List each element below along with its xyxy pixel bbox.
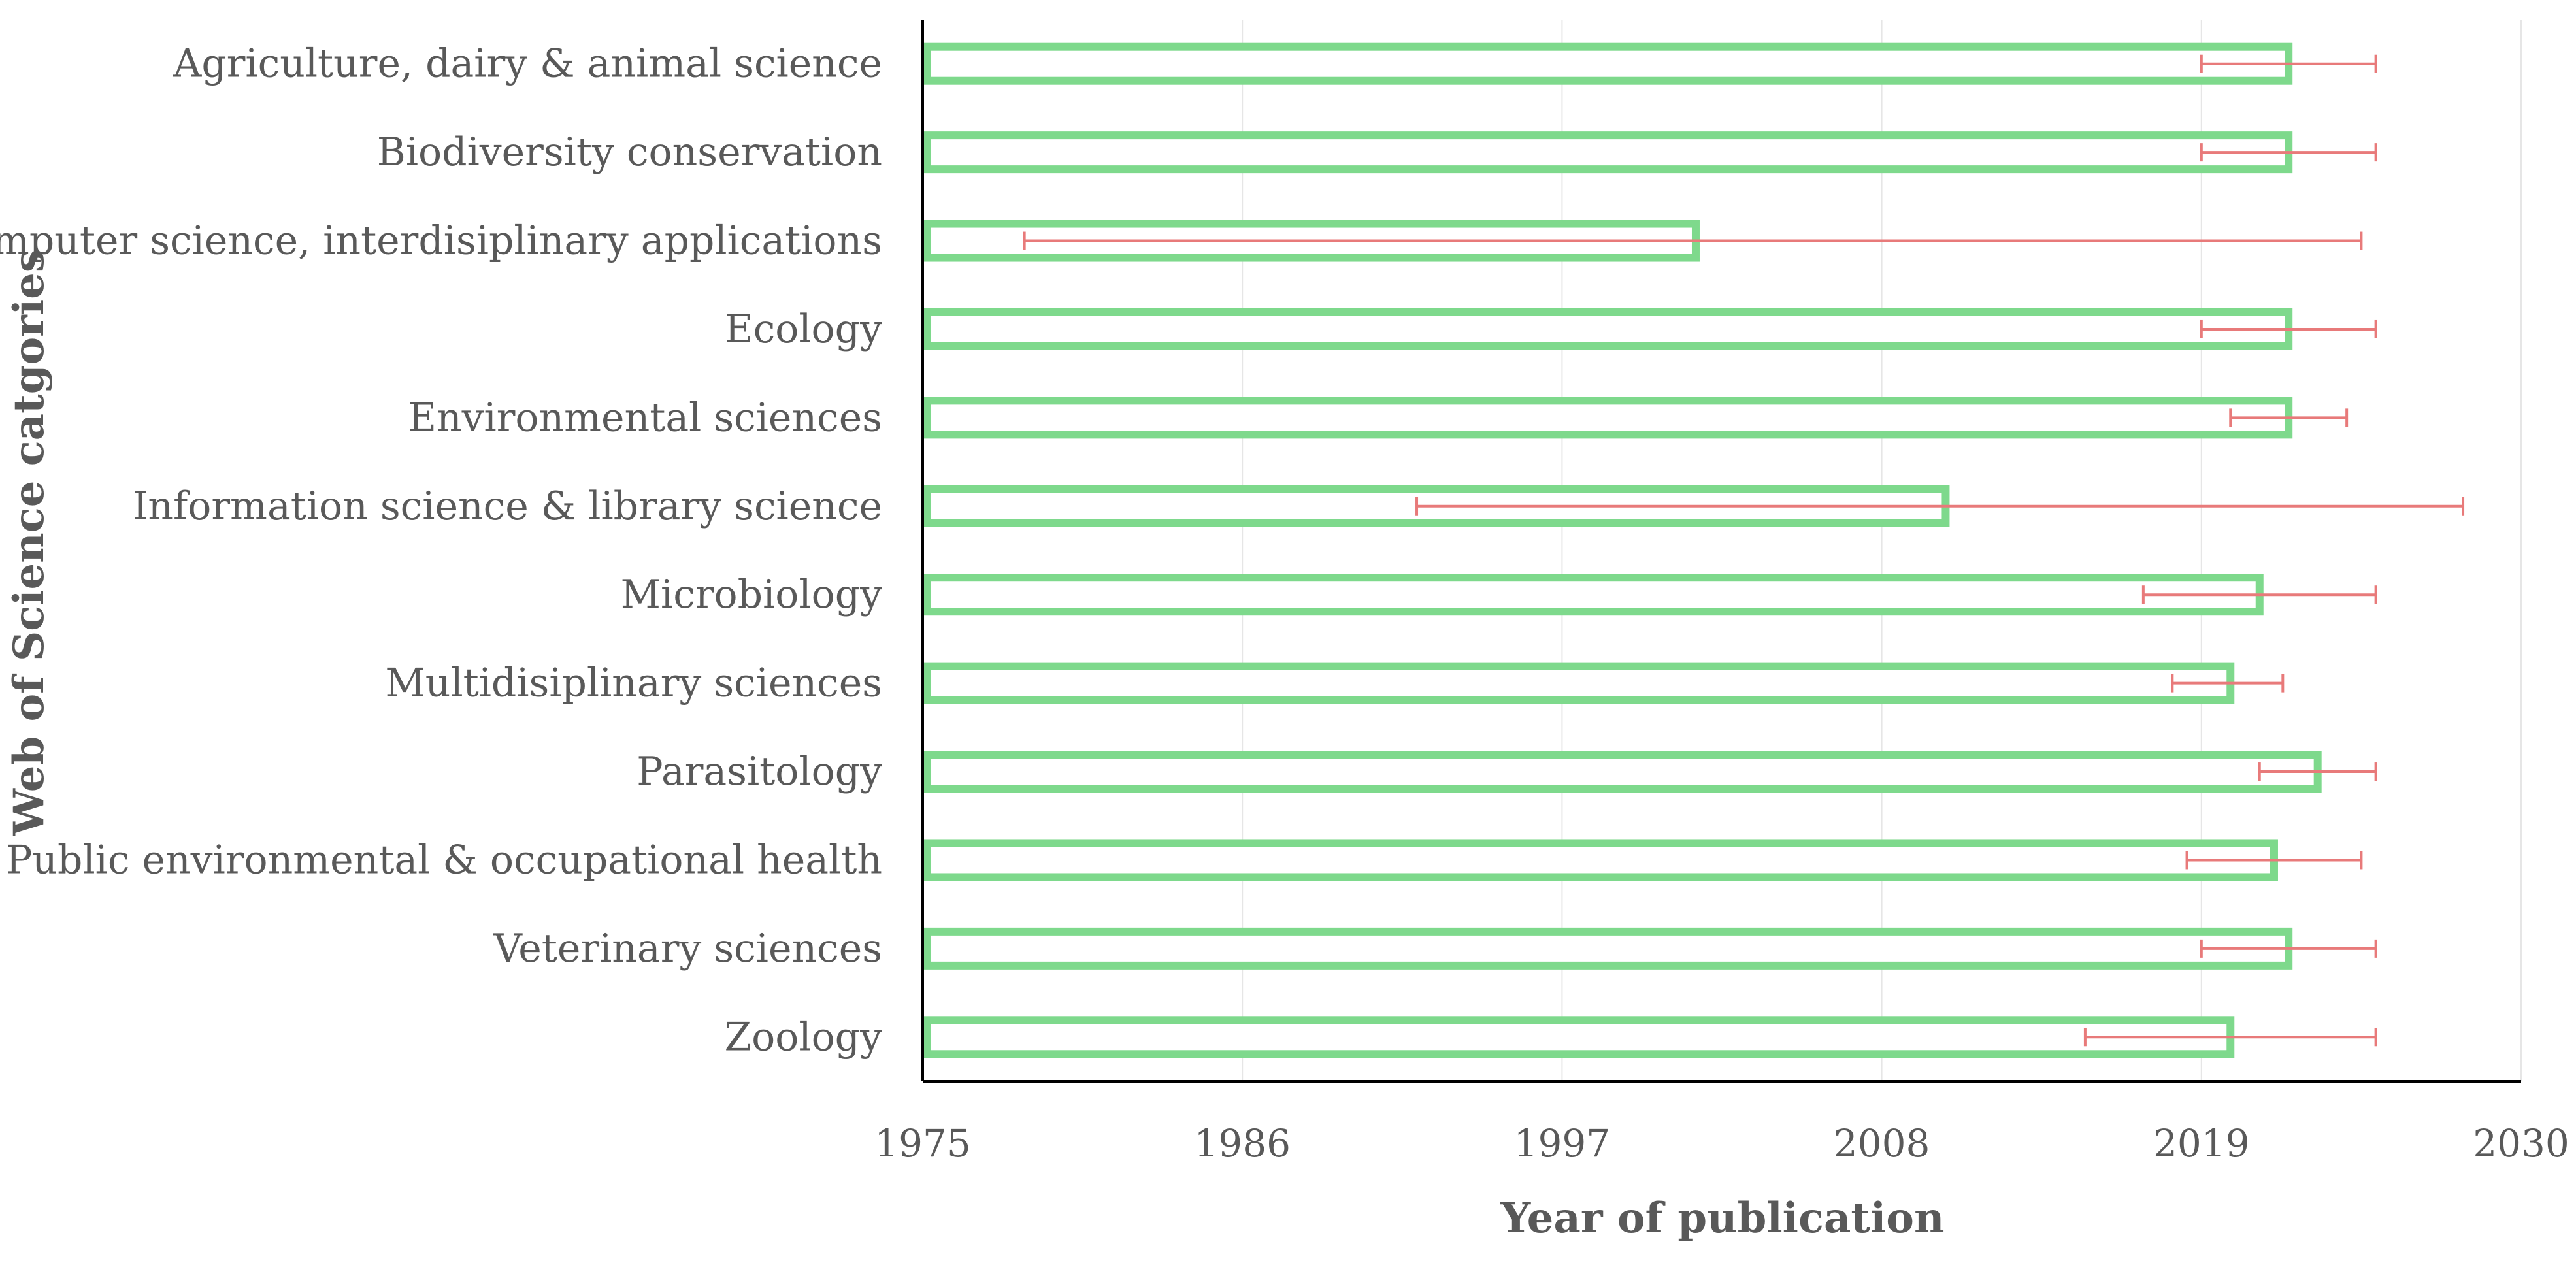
bar [923, 751, 2322, 793]
error-bar [2200, 54, 2377, 73]
category-label: Zoology [724, 1014, 882, 1060]
x-tick-label: 2008 [1834, 1121, 1930, 1166]
category-label: Microbiology [621, 572, 882, 617]
category-label: Agriculture, dairy & animal science [173, 41, 882, 87]
bar [923, 574, 2264, 616]
y-axis-title: Web of Science catgories [5, 249, 54, 836]
bars [923, 42, 2322, 1058]
error-bar [2141, 585, 2377, 604]
bar [923, 397, 2293, 439]
x-tick-label: 1997 [1514, 1121, 1611, 1166]
bar [923, 662, 2235, 704]
category-label: Multidisiplinary sciences [385, 661, 882, 706]
bar [923, 1016, 2235, 1058]
category-label: Computer science, interdisiplinary appli… [0, 218, 882, 264]
axes [921, 20, 2521, 1083]
error-bar [2171, 674, 2285, 693]
error-bars [1023, 54, 2465, 1047]
bar [923, 839, 2278, 881]
category-label: Biodiversity conservation [377, 129, 882, 175]
x-tick-label: 2019 [2153, 1121, 2250, 1166]
error-bar [2083, 1028, 2377, 1047]
error-bar [2200, 143, 2377, 162]
category-label: Veterinary sciences [493, 926, 882, 972]
category-label: Information science & library science [133, 483, 882, 529]
error-bar [2200, 939, 2377, 958]
error-bar [1415, 497, 2465, 516]
x-tick-label: 1975 [874, 1121, 971, 1166]
x-tick-labels: 1975 1986 1997 2008 2019 2030 [874, 1121, 2569, 1166]
category-label: Public environmental & occupational heal… [6, 837, 882, 883]
bar [923, 42, 2293, 85]
error-bar [2200, 319, 2377, 338]
bar [923, 131, 2293, 174]
x-tick-label: 1986 [1194, 1121, 1291, 1166]
error-bar [2229, 408, 2349, 427]
bar [923, 308, 2293, 350]
category-label: Ecology [725, 306, 882, 352]
error-bar [2185, 851, 2363, 870]
category-label: Environmental sciences [408, 395, 882, 440]
bar [923, 927, 2293, 970]
x-axis-title: Year of publication [1500, 1194, 1945, 1243]
category-label: Parasitology [636, 749, 882, 794]
category-labels: Agriculture, dairy & animal science Biodi… [0, 41, 882, 1060]
x-tick-label: 2030 [2473, 1121, 2569, 1166]
error-bar [2258, 762, 2377, 781]
error-bar [1023, 231, 2363, 250]
gridlines [1242, 20, 2522, 1081]
